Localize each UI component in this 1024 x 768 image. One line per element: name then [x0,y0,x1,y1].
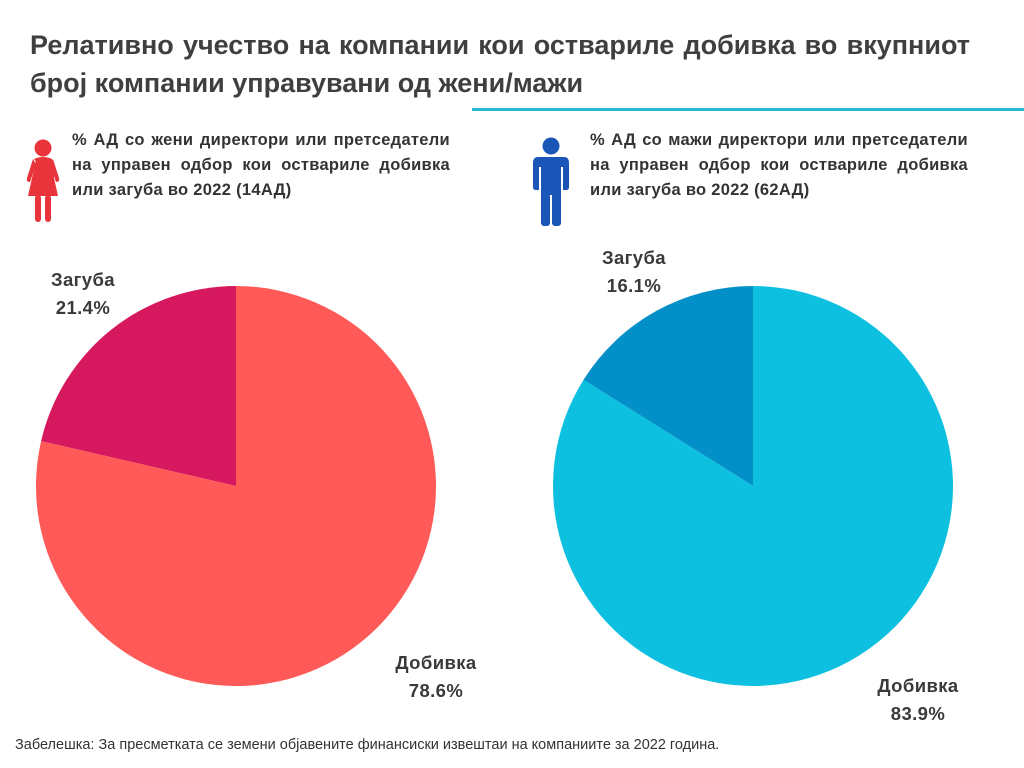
male-pie-slice-loss [583,286,753,486]
female-person-icon [26,139,60,222]
male-label-loss-value: 16.1% [607,275,661,296]
male-person-icon [533,137,569,226]
female-icon-dress [28,160,58,196]
female-label-profit-value: 78.6% [409,680,463,701]
female-label-loss-value: 21.4% [56,297,110,318]
female-pie-slice-profit [36,286,436,686]
title-underline [472,108,1024,111]
male-icon-right-leg [552,193,561,226]
male-chart-caption: % АД со мажи директори или претседатели … [590,131,968,199]
page-title: Релативно учество на компании кои оствар… [30,30,970,98]
footnote: Забелешка: За пресметката се земени обја… [15,737,720,753]
female-icon-right-arm [50,159,60,182]
male-icon-left-leg [541,193,550,226]
male-icon-head [542,137,560,155]
female-label-loss-category: Загуба [51,269,115,290]
female-label-profit-category: Добивка [395,652,477,673]
female-icon-left-leg [35,195,41,222]
female-icon-head [34,139,52,157]
female-pie-slice-loss [41,286,237,486]
male-label-profit-value: 83.9% [891,703,945,724]
male-label-loss-category: Загуба [602,247,666,268]
female-icon-left-arm [26,159,36,182]
male-label-profit-category: Добивка [877,675,959,696]
male-icon-torso [533,157,569,195]
female-chart-caption: % АД со жени директори или претседатели … [72,131,450,199]
female-icon-right-leg [45,195,51,222]
male-pie-slice-profit [553,286,953,686]
